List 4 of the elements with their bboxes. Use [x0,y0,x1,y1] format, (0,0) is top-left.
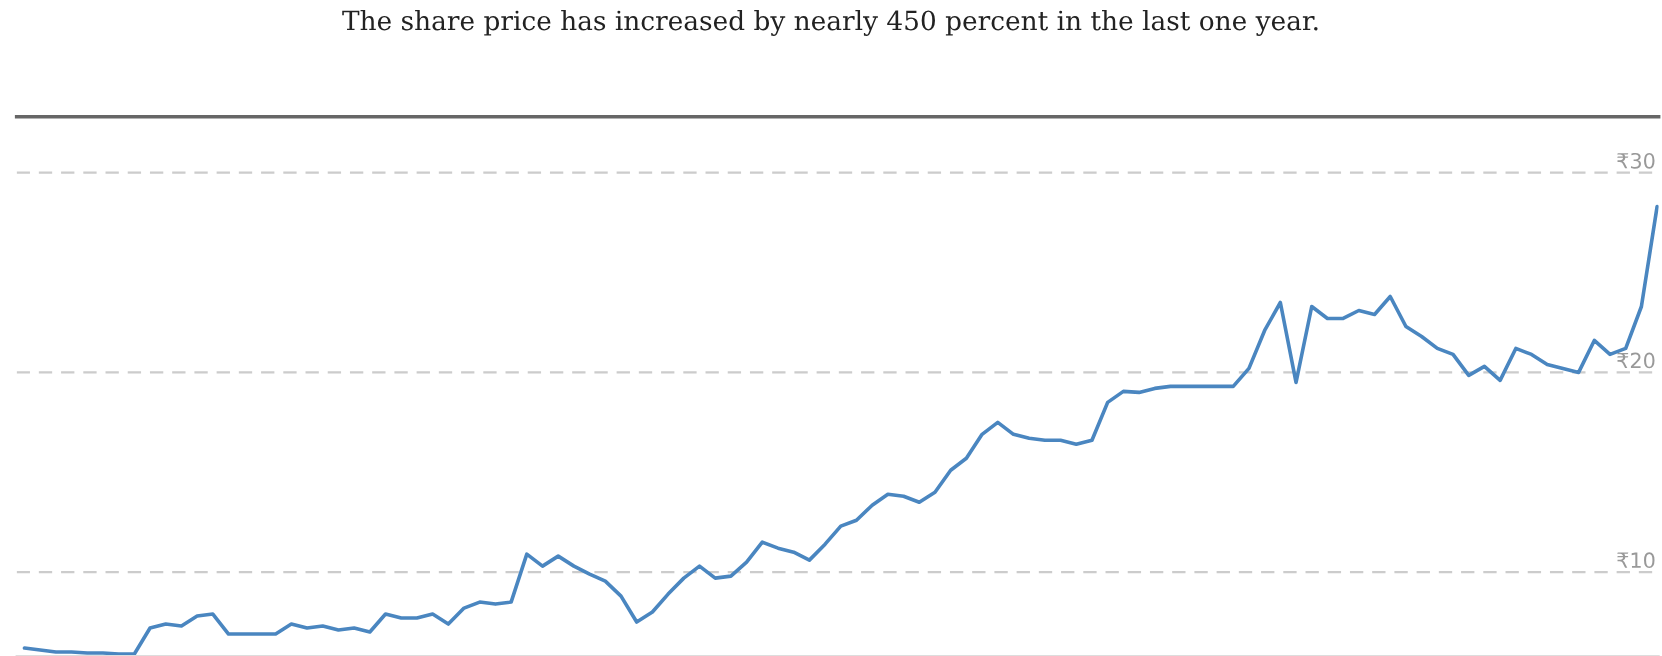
y-tick-label: ₹20 [1617,352,1655,369]
y-tick-label: ₹30 [1617,152,1655,169]
chart-title: The share price has increased by nearly 450 percent in the last one year. [342,10,1318,36]
y-tick-label: ₹10 [1617,552,1655,569]
